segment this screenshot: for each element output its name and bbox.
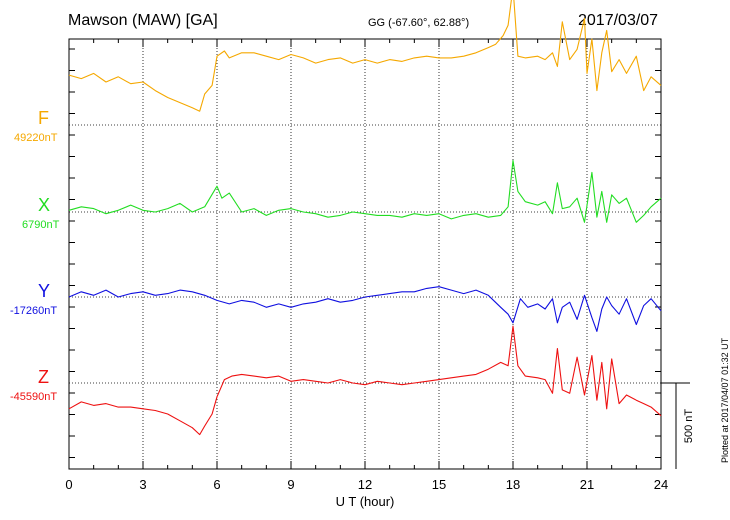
series-line-y (68, 286, 662, 332)
channel-x-baseline: 6790nT (22, 219, 60, 231)
station-title: Mawson (MAW) [GA] (68, 12, 218, 29)
channel-y-baseline: -17260nT (10, 305, 58, 317)
station-coordinates: GG (-67.60°, 62.88°) (368, 17, 470, 29)
x-tick-label: 12 (358, 477, 372, 492)
channel-f-label: F (38, 108, 49, 128)
channel-x-label: X (38, 195, 51, 215)
plot-frame (68, 38, 662, 470)
x-tick-label: 15 (432, 477, 446, 492)
channel-z-baseline: -45590nT (10, 391, 58, 403)
x-tick-label: 3 (139, 477, 146, 492)
channel-y-label: Y (38, 281, 51, 301)
x-tick-label: 6 (213, 477, 220, 492)
x-tick-label: 0 (65, 477, 72, 492)
plot-date: 2017/03/07 (578, 12, 659, 29)
x-tick-label: 21 (580, 477, 594, 492)
series-line-x (68, 159, 662, 223)
x-tick-label: 9 (287, 477, 294, 492)
scale-bar-label: 500 nT (683, 409, 695, 444)
x-axis-label: U T (hour) (336, 494, 395, 509)
x-tick-label: 18 (506, 477, 520, 492)
series-line-f (68, 0, 662, 112)
channel-z-label: Z (38, 367, 49, 387)
series-line-z (68, 325, 662, 436)
x-tick-label: 24 (654, 477, 668, 492)
channel-f-baseline: 49220nT (14, 132, 58, 144)
